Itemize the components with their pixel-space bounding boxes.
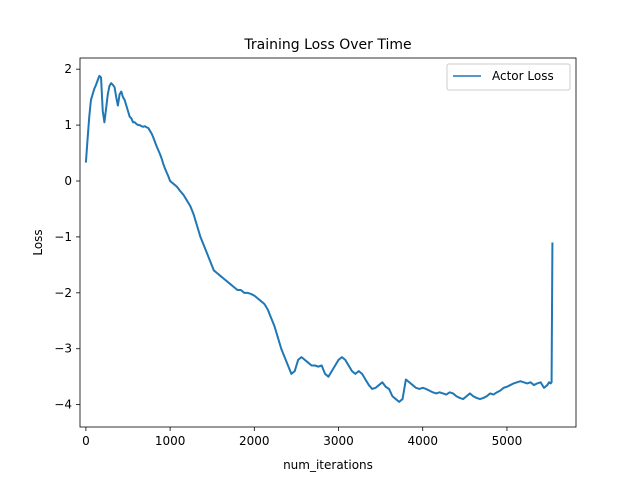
x-tick-label: 1000 (155, 434, 186, 448)
legend-box (446, 63, 571, 91)
legend: Actor Loss (446, 63, 571, 91)
y-tick-label: 0 (64, 174, 72, 188)
chart-title: Training Loss Over Time (243, 37, 411, 53)
y-tick-label: −1 (54, 230, 72, 244)
y-axis-label: Loss (31, 229, 45, 255)
x-axis: 0 1000 2000 3000 4000 5000 (82, 427, 522, 448)
y-tick-label: −3 (54, 342, 72, 356)
x-tick-label: 4000 (407, 434, 438, 448)
y-tick-label: −2 (54, 286, 72, 300)
y-tick-label: 1 (64, 118, 72, 132)
legend-label: Actor Loss (492, 69, 554, 83)
x-axis-label: num_iterations (283, 458, 373, 472)
plot-frame (79, 57, 577, 428)
x-tick-label: 0 (82, 434, 90, 448)
series-line-actor-loss (84, 74, 554, 403)
x-tick-label: 3000 (323, 434, 354, 448)
plot-area (84, 74, 554, 403)
x-tick-label: 2000 (239, 434, 270, 448)
y-axis: −4 −3 −2 −1 0 1 2 (54, 62, 80, 412)
y-tick-label: −4 (54, 398, 72, 412)
x-tick-label: 5000 (492, 434, 523, 448)
y-tick-label: 2 (64, 62, 72, 76)
